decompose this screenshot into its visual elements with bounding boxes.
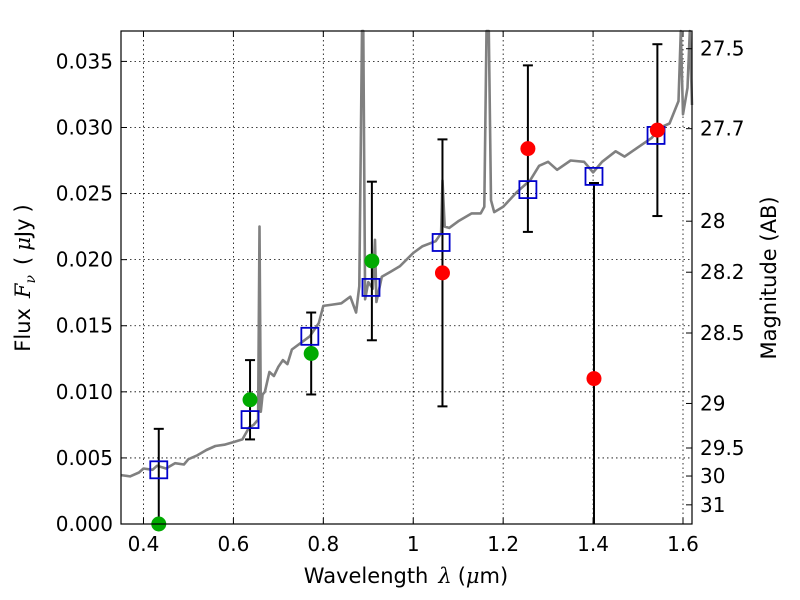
x-tick-label: 1.4 bbox=[577, 532, 609, 556]
model-photometry-square bbox=[361, 278, 381, 297]
sed-model-layer bbox=[120, 29, 694, 478]
magnitude-tick-label: 30 bbox=[700, 464, 725, 488]
observed-photometry-points bbox=[151, 122, 665, 532]
observed-flux-point bbox=[434, 265, 450, 281]
x-axis-title: Wavelength λ (μm) bbox=[304, 564, 508, 588]
model-photometry-squares bbox=[149, 126, 666, 480]
y-tick-label: 0.030 bbox=[56, 115, 113, 139]
model-photometry-square bbox=[300, 326, 320, 346]
y-tick-label: 0.000 bbox=[56, 512, 113, 536]
y-tick-label: 0.010 bbox=[56, 380, 113, 404]
magnitude-tick-label: 28.2 bbox=[700, 260, 745, 284]
x-tick-label: 0.6 bbox=[217, 532, 249, 556]
error-bars bbox=[153, 43, 663, 524]
magnitude-tick-label: 27.5 bbox=[700, 37, 745, 61]
model-photometry-square bbox=[240, 410, 260, 429]
sed-model-curve bbox=[120, 29, 694, 478]
model-photometry-square bbox=[518, 180, 538, 200]
x-axis-ticks: 0.4 0.6 0.8 1 1.2 1.4 1.6 bbox=[128, 31, 699, 556]
x-tick-label: 1 bbox=[407, 532, 420, 556]
observed-flux-point bbox=[520, 141, 536, 157]
x-tick-label: 0.4 bbox=[128, 532, 160, 556]
model-photometry-square bbox=[431, 233, 451, 252]
magnitude-tick-label: 31 bbox=[700, 493, 725, 517]
magnitude-tick-label: 28 bbox=[700, 209, 725, 233]
y-tick-label: 0.025 bbox=[56, 182, 113, 206]
observed-flux-point bbox=[586, 371, 602, 387]
magnitude-tick-label: 27.7 bbox=[700, 117, 745, 141]
observed-flux-point bbox=[303, 345, 319, 361]
plot-area-frame bbox=[120, 30, 693, 525]
y-tick-label: 0.020 bbox=[56, 248, 113, 272]
x-tick-label: 1.6 bbox=[667, 532, 699, 556]
model-photometry-square bbox=[584, 166, 604, 186]
magnitude-axis-ticks: 27.5 27.7 28 28.2 28.5 29 29.5 30 31 bbox=[686, 37, 745, 517]
y-axis-title: FluxFν(μJy) bbox=[11, 204, 39, 351]
observed-flux-point bbox=[364, 253, 380, 269]
magnitude-tick-label: 29 bbox=[700, 391, 725, 415]
magnitude-tick-label: 28.5 bbox=[700, 321, 745, 345]
x-tick-label: 0.8 bbox=[307, 532, 339, 556]
y-tick-label: 0.005 bbox=[56, 446, 113, 470]
y-tick-label: 0.035 bbox=[56, 49, 113, 73]
observed-flux-point bbox=[242, 392, 258, 408]
model-photometry-square bbox=[149, 460, 169, 480]
y-tick-label: 0.015 bbox=[56, 314, 113, 338]
y-axis-ticks: 0.000 0.005 0.010 0.015 0.020 0.025 0.030 0.035 bbox=[56, 49, 127, 536]
magnitude-axis-title: Magnitude (AB) bbox=[757, 196, 781, 359]
observed-flux-point bbox=[649, 122, 665, 138]
x-tick-label: 1.2 bbox=[487, 532, 519, 556]
magnitude-tick-label: 29.5 bbox=[700, 436, 745, 460]
